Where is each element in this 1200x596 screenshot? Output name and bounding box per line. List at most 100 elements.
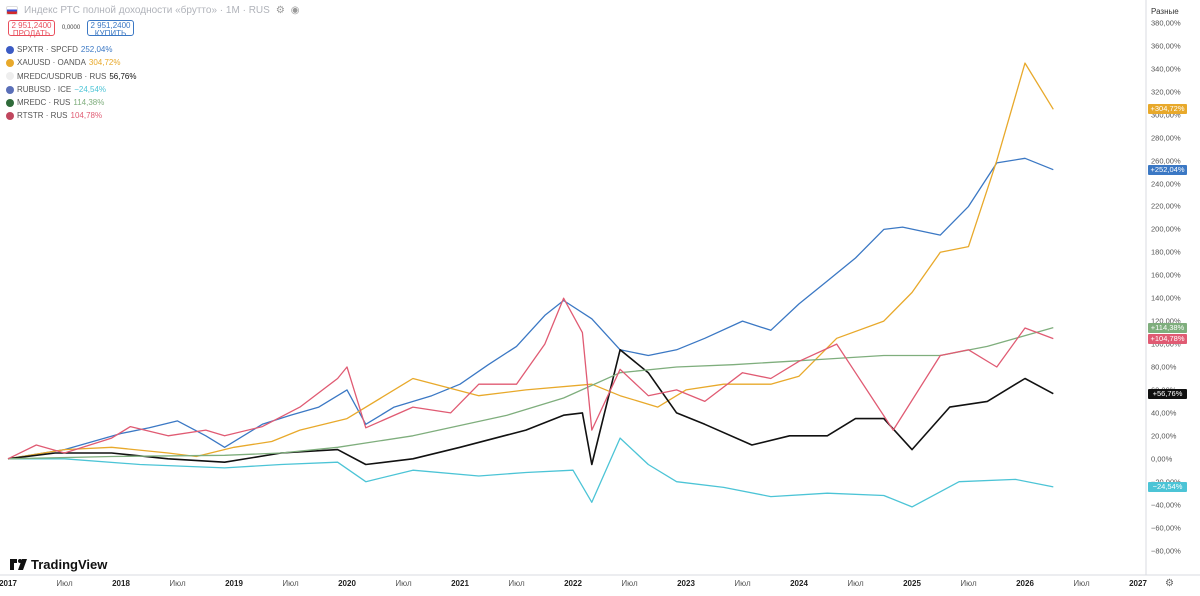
series-line (7, 297, 1054, 460)
legend-item[interactable]: RUBUSD · ICE −24,54% (6, 83, 136, 96)
y-tick-label: 280,00% (1151, 133, 1181, 143)
blank-icon (6, 72, 14, 81)
buy-label: КУПИТЬ (94, 29, 127, 38)
y-tick-label: 300,00% (1151, 110, 1181, 120)
legend-item[interactable]: MREDC/USDRUB · RUS 56,76% (6, 70, 136, 83)
ru-flag-icon (6, 85, 14, 94)
y-tick-label: −80,00% (1151, 546, 1181, 555)
gold-coin-icon (6, 58, 14, 67)
y-tick-label: −20,00% (1151, 477, 1181, 486)
buy-button[interactable]: 2 951,2400 КУПИТЬ (87, 20, 134, 38)
y-tick-label: 260,00% (1151, 156, 1181, 166)
y-tick-label: 340,00% (1151, 64, 1181, 74)
us-flag-icon (6, 45, 14, 54)
ru-flag-icon (6, 6, 18, 15)
moex-icon (6, 98, 14, 107)
y-tick-label: 20,00% (1151, 431, 1177, 441)
last-value-badge: +104,78% (1148, 333, 1187, 344)
last-value-badge: +304,72% (1148, 104, 1187, 115)
y-tick-label: 0,00% (1151, 454, 1173, 464)
x-tick-label: 2018 (112, 579, 130, 588)
legend-name: MREDC · RUS (17, 98, 71, 108)
scale-mode-label[interactable]: Разные (1151, 7, 1179, 16)
y-tick-label: 380,00% (1151, 18, 1181, 28)
y-tick-label: 80,00% (1151, 362, 1177, 372)
y-tick-label: 160,00% (1151, 270, 1181, 280)
y-tick-label: −60,00% (1151, 523, 1181, 533)
x-tick-label: 2026 (1016, 579, 1034, 588)
y-tick-label: 140,00% (1151, 293, 1181, 303)
x-tick-label: 2017 (0, 579, 17, 588)
x-tick-label: 2025 (903, 579, 921, 588)
y-tick-label: 240,00% (1151, 179, 1181, 188)
y-tick-label: 320,00% (1151, 87, 1181, 97)
series-line (8, 437, 1054, 508)
y-tick-label: 100,00% (1151, 339, 1181, 349)
legend-value: 304,72% (88, 58, 121, 68)
x-tick-label: 2023 (677, 579, 695, 588)
spread-value: 0,0000 (61, 25, 81, 31)
legend-item[interactable]: XAUUSD · OANDA 304,72% (6, 56, 136, 69)
series-legend: SPXTR · SPCFD 252,04% XAUUSD · OANDA 304,7… (6, 43, 136, 123)
x-tick-label: 2020 (338, 579, 356, 588)
series-line (7, 326, 1054, 460)
x-tick-label: Июл (282, 579, 299, 588)
series-line (7, 349, 1054, 466)
x-tick-label: Июл (169, 579, 186, 588)
legend-name: SPXTR · SPCFD (17, 45, 78, 54)
series-line (7, 62, 1054, 460)
legend-item[interactable]: SPXTR · SPCFD 252,04% (6, 43, 136, 56)
legend-value: 104,78% (70, 111, 103, 121)
y-tick-label: 40,00% (1151, 408, 1177, 418)
x-tick-label: 2027 (1129, 579, 1147, 588)
legend-name: RTSTR · RUS (17, 111, 68, 121)
chart-title: Индекс РТС полной доходности «брутто» · … (24, 5, 270, 16)
legend-name: XAUUSD · OANDA (17, 58, 86, 68)
y-tick-label: 180,00% (1151, 247, 1181, 257)
ru-flag-icon (6, 112, 14, 121)
x-tick-label: Июл (960, 579, 977, 588)
gear-icon[interactable]: ⚙ (1165, 578, 1174, 589)
last-value-badge: +252,04% (1148, 164, 1187, 175)
x-tick-label: Июл (56, 579, 73, 588)
y-tick-label: 360,00% (1151, 41, 1181, 51)
x-tick-label: Июл (847, 579, 864, 588)
x-tick-label: Июл (395, 579, 412, 588)
legend-value: 252,04% (80, 45, 113, 54)
last-value-badge: +114,38% (1148, 322, 1187, 333)
logo-text: TradingView (31, 557, 108, 572)
legend-value: 56,76% (109, 71, 137, 81)
chart-header: Индекс РТС полной доходности «брутто» · … (6, 5, 300, 16)
y-tick-label: 220,00% (1151, 201, 1181, 211)
tradingview-logo-icon (10, 559, 27, 570)
legend-item[interactable]: MREDC · RUS 114,38% (6, 96, 136, 109)
x-tick-label: Июл (508, 579, 525, 588)
buy-price: 2 951,2400 (90, 21, 131, 30)
legend-value: 114,38% (73, 98, 105, 108)
x-tick-label: Июл (1073, 579, 1090, 588)
settings-icon[interactable]: ⚙ (275, 5, 285, 16)
y-tick-label: 120,00% (1151, 316, 1181, 326)
x-tick-label: Июл (734, 579, 751, 588)
series-line (7, 157, 1054, 460)
sell-price: 2 951,2400 (11, 21, 52, 30)
x-tick-label: 2019 (225, 579, 243, 588)
legend-name: MREDC/USDRUB · RUS (17, 71, 107, 81)
x-tick-label: 2022 (564, 579, 582, 588)
legend-value: −24,54% (74, 84, 107, 94)
legend-name: RUBUSD · ICE (17, 84, 72, 94)
legend-item[interactable]: RTSTR · RUS 104,78% (6, 109, 136, 122)
x-tick-label: 2021 (451, 579, 469, 588)
tradingview-logo[interactable]: TradingView (10, 557, 107, 572)
x-tick-label: 2024 (790, 579, 808, 588)
last-value-badge: +56,76% (1148, 388, 1187, 399)
sell-button[interactable]: 2 951,2400 ПРОДАТЬ (8, 20, 55, 38)
sell-label: ПРОДАТЬ (12, 29, 51, 38)
y-tick-label: −40,00% (1151, 500, 1181, 510)
trade-panel: 2 951,2400 ПРОДАТЬ 0,0000 2 951,2400 КУП… (8, 20, 134, 38)
y-tick-label: 200,00% (1151, 224, 1181, 234)
last-value-badge: −24,54% (1148, 481, 1187, 492)
x-tick-label: Июл (621, 579, 638, 588)
eye-icon[interactable]: ◉ (290, 5, 300, 16)
